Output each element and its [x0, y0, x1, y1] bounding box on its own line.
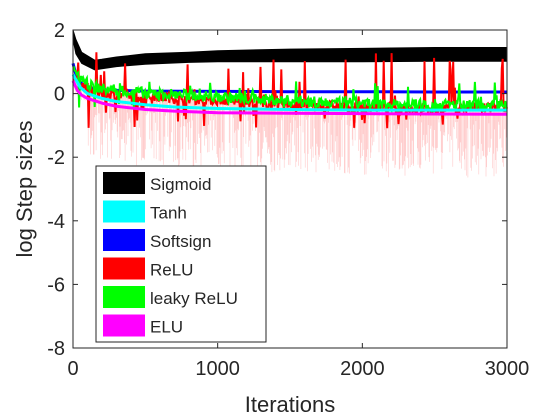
elu-series-line	[71, 80, 508, 116]
x-tick-label: 0	[67, 358, 78, 380]
sigmoid-series-band	[72, 29, 508, 71]
x-tick-label: 1000	[195, 358, 240, 380]
legend-swatch	[103, 229, 145, 251]
axis-ticks: 0 1000 2000 3000 -8 -6 -4 -2 0 2	[47, 20, 529, 380]
x-axis-label: Iterations	[245, 392, 336, 417]
y-axis-label: log Step sizes	[12, 121, 37, 258]
legend-swatch	[103, 200, 145, 223]
legend-swatch	[103, 286, 145, 308]
legend-box	[95, 165, 267, 343]
legend: Sigmoid Tanh Softsign ReLU leaky ReLU ELU	[95, 165, 267, 343]
axes-box	[72, 29, 508, 349]
x-tick-label: 2000	[340, 358, 385, 380]
y-tick-label: 0	[54, 84, 65, 106]
legend-swatch	[103, 172, 145, 194]
leaky-relu-series-line	[72, 65, 508, 114]
x-tick-label: 3000	[485, 358, 530, 380]
y-tick-label: -2	[47, 147, 65, 169]
y-tick-label: -6	[47, 274, 65, 296]
legend-swatch	[103, 314, 145, 337]
tanh-series-line	[71, 73, 507, 112]
legend-label: Sigmoid	[150, 175, 211, 194]
legend-label: ELU	[150, 318, 183, 337]
legend-label: leaky ReLU	[150, 289, 238, 308]
y-tick-label: -4	[47, 211, 65, 233]
legend-label: Softsign	[150, 232, 211, 251]
legend-swatch	[103, 257, 145, 280]
y-tick-label: 2	[54, 20, 65, 42]
plot-area	[71, 29, 508, 178]
legend-label: Tanh	[150, 204, 187, 223]
y-tick-label: -8	[47, 338, 65, 360]
legend-label: ReLU	[150, 261, 193, 280]
